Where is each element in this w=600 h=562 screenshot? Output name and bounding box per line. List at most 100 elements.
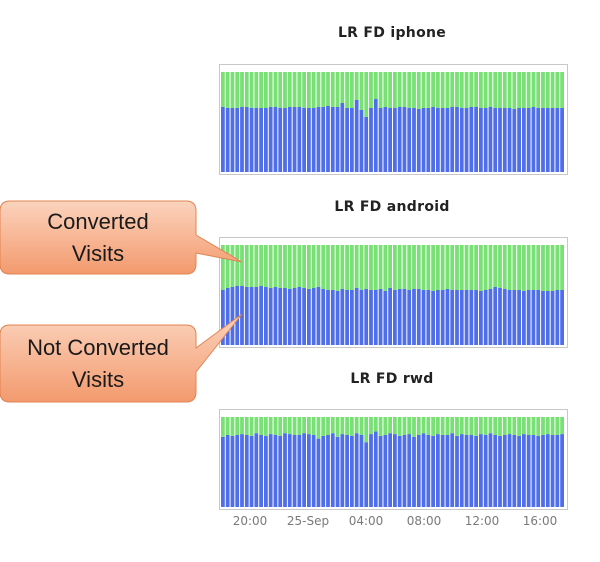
bar-converted <box>354 417 359 434</box>
bar-converted <box>330 417 335 434</box>
bar-converted <box>469 72 474 107</box>
bar-not-converted <box>225 108 230 172</box>
bar-not-converted <box>402 435 407 507</box>
bar-converted <box>225 72 230 108</box>
bar-not-converted <box>488 107 493 172</box>
bar-converted <box>264 245 268 287</box>
bar-not-converted <box>240 286 244 345</box>
bar-converted <box>373 72 378 99</box>
bar-not-converted <box>249 435 254 507</box>
bar-converted <box>541 72 545 108</box>
bar-converted <box>522 72 526 108</box>
bar-converted <box>421 245 426 290</box>
bar-not-converted <box>479 108 483 172</box>
bar-not-converted <box>388 108 392 172</box>
bar-not-converted <box>526 108 531 172</box>
bar-not-converted <box>345 290 349 345</box>
bar-converted <box>311 72 316 108</box>
bar-not-converted <box>297 107 302 172</box>
bar-not-converted <box>230 287 235 345</box>
bar-converted <box>335 72 340 107</box>
bar-converted <box>254 245 259 287</box>
bar-converted <box>397 417 402 436</box>
bar-converted <box>249 417 254 436</box>
bar-converted <box>445 245 450 289</box>
bar-converted <box>311 245 316 288</box>
callout-converted-line1: Converted <box>47 209 149 234</box>
bar-converted <box>230 72 235 108</box>
bar-not-converted <box>445 435 450 507</box>
bar-converted <box>287 417 292 435</box>
bar-not-converted <box>354 288 359 345</box>
bar-not-converted <box>278 108 283 172</box>
bar-not-converted <box>545 108 550 172</box>
bar-not-converted <box>340 103 345 172</box>
bar-converted <box>498 245 502 288</box>
bar-not-converted <box>335 291 340 345</box>
bar-not-converted <box>364 117 369 172</box>
bar-converted <box>350 245 354 290</box>
bar-not-converted <box>350 290 354 345</box>
bar-not-converted <box>397 289 402 345</box>
bar-converted <box>292 72 297 107</box>
bar-converted <box>225 245 230 288</box>
bar-converted <box>498 417 502 436</box>
bar-not-converted <box>330 290 335 345</box>
bar-not-converted <box>436 108 440 172</box>
bar-converted <box>555 72 560 108</box>
bar-converted <box>488 417 493 434</box>
bar-not-converted <box>278 288 283 345</box>
bar-converted <box>345 245 349 290</box>
bar-not-converted <box>373 290 378 345</box>
bar-converted <box>531 417 536 435</box>
bar-not-converted <box>369 108 373 172</box>
bar-not-converted <box>507 108 512 172</box>
bar-not-converted <box>455 435 459 507</box>
bar-converted <box>259 72 263 108</box>
bar-converted <box>235 417 240 435</box>
bar-converted <box>240 245 244 286</box>
bar-converted <box>517 245 521 290</box>
bar-not-converted <box>393 434 397 507</box>
bar-not-converted <box>498 108 502 172</box>
bar-not-converted <box>254 287 259 345</box>
bar-not-converted <box>259 108 263 172</box>
bar-converted <box>378 417 383 436</box>
bar-not-converted <box>550 435 555 507</box>
bar-not-converted <box>259 286 263 345</box>
bar-converted <box>560 72 564 108</box>
bar-not-converted <box>369 434 373 507</box>
bar-converted <box>416 417 421 435</box>
bar-converted <box>541 417 545 435</box>
bar-not-converted <box>326 106 330 172</box>
bar-not-converted <box>440 108 445 172</box>
bar-converted <box>436 72 440 108</box>
bar-not-converted <box>479 434 483 507</box>
chart-title-android: LR FD android <box>334 199 450 215</box>
x-tick-label: 16:00 <box>523 514 558 528</box>
bar-not-converted <box>393 290 397 345</box>
bar-converted <box>359 245 364 290</box>
bar-converted <box>259 417 263 435</box>
bar-not-converted <box>431 107 435 172</box>
bar-not-converted <box>393 108 397 172</box>
bar-not-converted <box>297 287 302 345</box>
x-tick-label: 20:00 <box>233 514 268 528</box>
bar-converted <box>407 245 412 290</box>
bar-converted <box>464 72 469 108</box>
bar-not-converted <box>235 108 240 172</box>
bar-converted <box>235 72 240 108</box>
bar-not-converted <box>416 109 421 172</box>
bar-converted <box>307 245 311 289</box>
bar-not-converted <box>378 435 383 507</box>
bar-converted <box>326 245 330 290</box>
bar-not-converted <box>536 108 541 172</box>
callout-not-converted-line2: Visits <box>72 367 124 392</box>
bar-converted <box>440 245 445 290</box>
bar-not-converted <box>278 435 283 507</box>
bar-not-converted <box>502 289 507 345</box>
x-tick-label: 04:00 <box>349 514 384 528</box>
bar-not-converted <box>412 108 416 172</box>
bar-converted <box>474 245 478 290</box>
bar-not-converted <box>450 107 455 172</box>
